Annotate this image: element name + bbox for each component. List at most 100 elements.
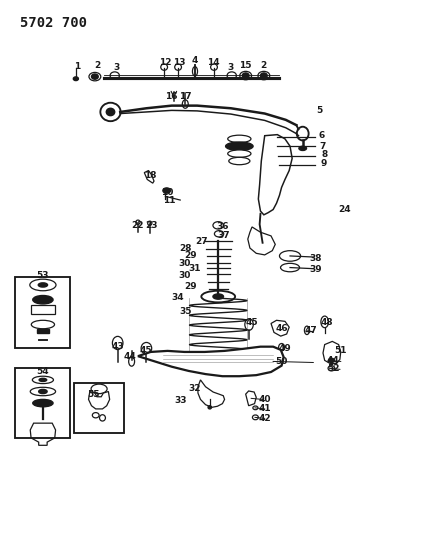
Ellipse shape [304,326,309,335]
Text: 41: 41 [259,405,271,414]
Ellipse shape [258,71,270,80]
Ellipse shape [253,406,258,410]
Text: 15: 15 [238,61,251,69]
Ellipse shape [136,220,140,224]
Ellipse shape [106,108,115,116]
Ellipse shape [161,64,167,70]
Bar [15,277,70,348]
Text: 11: 11 [163,196,175,205]
Ellipse shape [148,221,152,225]
Ellipse shape [280,263,300,272]
Text: 54: 54 [37,367,49,376]
Polygon shape [246,391,256,406]
Text: 46: 46 [275,324,288,333]
Text: 32: 32 [189,384,201,393]
Polygon shape [30,423,56,445]
Ellipse shape [175,64,181,70]
Text: 24: 24 [339,205,351,214]
Polygon shape [259,135,292,215]
Text: 30: 30 [178,271,190,280]
Text: 1: 1 [74,62,80,70]
Text: 49: 49 [279,344,291,353]
Ellipse shape [31,320,54,329]
Ellipse shape [226,142,253,150]
Text: 13: 13 [173,59,186,67]
Ellipse shape [110,72,119,79]
Text: 3: 3 [228,62,234,71]
Ellipse shape [253,415,259,419]
Polygon shape [138,346,284,376]
Text: 23: 23 [145,221,158,230]
Ellipse shape [92,74,98,79]
Ellipse shape [30,387,56,395]
Ellipse shape [214,231,224,237]
Ellipse shape [33,295,53,304]
Ellipse shape [201,291,235,302]
Ellipse shape [193,67,198,76]
Ellipse shape [213,222,223,229]
Ellipse shape [213,294,223,299]
Ellipse shape [205,362,232,371]
Ellipse shape [208,406,211,409]
Text: 44: 44 [123,352,136,361]
Text: 3: 3 [114,62,120,71]
Ellipse shape [297,127,309,140]
Text: 39: 39 [309,265,322,273]
Ellipse shape [211,64,217,70]
Text: 29: 29 [184,252,196,261]
Ellipse shape [33,399,53,407]
Ellipse shape [91,384,107,393]
Ellipse shape [195,359,241,374]
Text: 27: 27 [195,237,208,246]
Ellipse shape [321,316,328,328]
Bar [74,383,125,433]
Text: 36: 36 [216,222,229,231]
Ellipse shape [30,279,56,291]
Polygon shape [271,320,289,336]
Text: 17: 17 [179,92,192,101]
Text: 12: 12 [159,59,172,67]
Ellipse shape [328,358,334,362]
Text: 40: 40 [259,395,271,404]
Polygon shape [248,227,275,255]
Text: 47: 47 [305,326,318,335]
Text: 53: 53 [37,271,49,280]
Bar [36,329,49,334]
Ellipse shape [228,150,251,157]
Text: 30: 30 [178,260,190,268]
Text: 50: 50 [275,357,288,366]
Text: 43: 43 [111,342,124,351]
Bar [15,368,70,438]
Text: 2: 2 [261,61,267,69]
Ellipse shape [141,342,152,354]
Ellipse shape [245,319,253,330]
Text: 2: 2 [95,61,101,69]
Ellipse shape [299,146,306,150]
Ellipse shape [39,378,47,382]
Ellipse shape [100,415,105,421]
Text: 5702 700: 5702 700 [20,16,87,30]
Ellipse shape [279,343,285,351]
Ellipse shape [227,72,236,79]
Ellipse shape [229,157,250,165]
Ellipse shape [279,251,300,261]
Polygon shape [144,171,154,183]
Text: 44: 44 [327,356,339,365]
Text: 16: 16 [166,92,178,101]
Text: 42: 42 [259,414,271,423]
Text: 51: 51 [335,346,347,356]
Text: 55: 55 [87,390,100,399]
Text: 28: 28 [179,244,191,253]
Ellipse shape [328,366,335,371]
Ellipse shape [33,376,54,384]
Ellipse shape [73,77,78,80]
Text: 7: 7 [320,142,326,151]
Text: 45: 45 [246,318,259,327]
Ellipse shape [92,413,99,418]
Text: 10: 10 [161,188,174,197]
Ellipse shape [182,100,188,108]
Text: 37: 37 [217,231,229,240]
Text: 22: 22 [131,221,143,230]
Text: 9: 9 [321,159,327,168]
Text: 31: 31 [189,264,201,272]
